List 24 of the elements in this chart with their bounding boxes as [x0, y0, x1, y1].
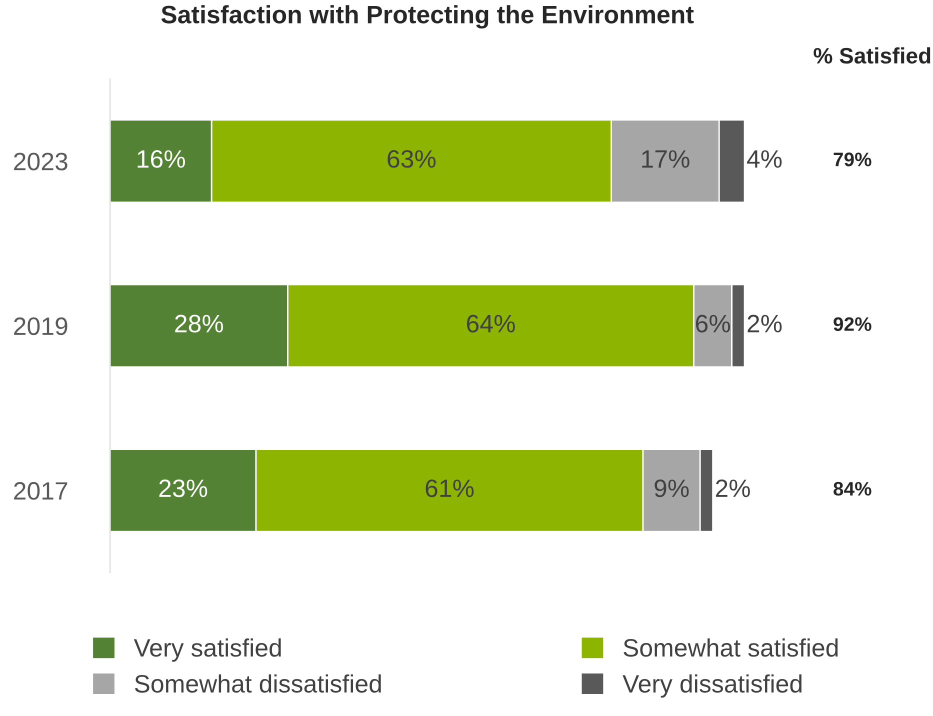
data-label: 4%	[747, 150, 782, 168]
data-label: 9%	[654, 479, 689, 498]
data-label: 16%	[138, 150, 185, 168]
text: % Satisfied	[814, 47, 930, 64]
text: 79%	[834, 152, 872, 166]
y-tick-label: 2019	[14, 317, 68, 336]
data-label: 63%	[388, 150, 436, 168]
data-label: 2%	[748, 314, 782, 332]
data-label: 28%	[175, 314, 224, 332]
chart-title: Satisfaction with Protecting the Environment	[161, 5, 694, 28]
y-tick-label: 2017	[14, 482, 68, 500]
data-label: 23%	[159, 479, 208, 498]
legend-label: Somewhat dissatisfied	[134, 674, 381, 693]
text: 84%	[834, 482, 872, 496]
text: 92%	[834, 317, 872, 331]
data-label: 2%	[716, 479, 750, 498]
data-label: 17%	[642, 150, 690, 168]
data-label: 64%	[467, 314, 515, 332]
legend-label: Somewhat satisfied	[624, 638, 838, 657]
legend-label: Very satisfied	[134, 638, 281, 662]
data-label: 6%	[696, 314, 730, 332]
legend-label: Very dissatisfied	[622, 674, 802, 698]
data-label: 61%	[426, 479, 474, 498]
y-tick-label: 2023	[14, 152, 68, 170]
